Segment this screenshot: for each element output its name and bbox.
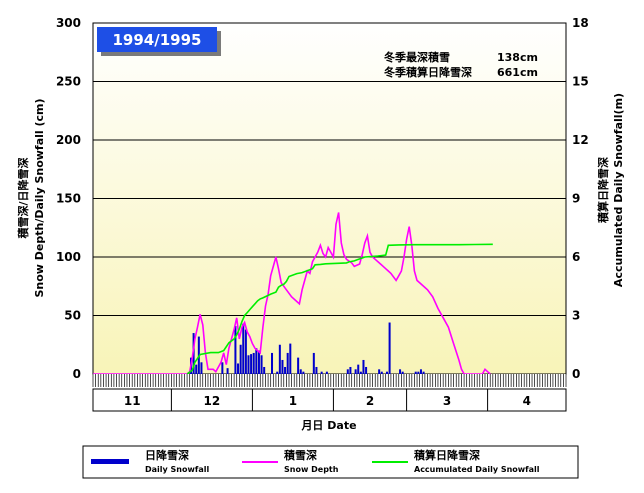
legend-snowfall-swatch	[91, 459, 129, 464]
y-tick-right-label: 15	[572, 75, 589, 89]
daily-snowfall-bar	[276, 371, 279, 374]
daily-snowfall-bar	[357, 364, 360, 374]
y-tick-left-label: 150	[56, 192, 81, 206]
daily-snowfall-bar	[359, 371, 362, 374]
y-axis-left-title-jp: 積雪深/日降雪深	[16, 157, 30, 239]
daily-snowfall-bar	[226, 368, 229, 374]
y-tick-right-label: 12	[572, 133, 589, 147]
y-axis-right-ticks: 0 3 6 9 12 15 18	[572, 16, 589, 381]
legend-depth-jp: 積雪深	[283, 448, 317, 462]
daily-snowfall-bar	[247, 355, 250, 374]
y-axis-right-title-en: Accumulated Daily Snowfall(m)	[612, 93, 625, 287]
season-badge	[97, 27, 217, 52]
month-label: 4	[523, 394, 531, 408]
daily-snowfall-bar	[239, 344, 242, 374]
legend-accum-en: Accumulated Daily Snowfall	[414, 465, 540, 474]
daily-snowfall-bar	[388, 322, 391, 374]
month-label: 1	[289, 394, 297, 408]
daily-snowfall-bar	[260, 355, 263, 374]
y-tick-right-label: 9	[572, 192, 580, 206]
month-label: 12	[204, 394, 221, 408]
month-label: 11	[124, 394, 141, 408]
daily-snowfall-bar	[354, 369, 357, 374]
legend-depth-en: Snow Depth	[284, 465, 339, 474]
daily-snowfall-bar	[365, 366, 368, 374]
legend-box	[82, 445, 579, 479]
legend-accum-jp: 積算日降雪深	[413, 448, 480, 462]
daily-snowfall-bar	[281, 359, 284, 374]
daily-snowfall-bar	[349, 366, 352, 374]
daily-snowfall-bar	[401, 371, 404, 374]
daily-snowfall-bar	[419, 369, 422, 374]
daily-snowfall-bar	[422, 371, 425, 374]
x-axis-month-labels: 11 12 1 2 3 4	[124, 389, 531, 411]
daily-snowfall-bar	[299, 369, 302, 374]
daily-snowfall-bar	[284, 366, 287, 374]
season-label: 1994/1995	[113, 31, 202, 49]
daily-snowfall-bar	[315, 366, 318, 374]
month-label: 3	[443, 394, 451, 408]
daily-snowfall-bar	[255, 348, 258, 374]
daily-snowfall-bar	[380, 371, 383, 374]
daily-snowfall-bar	[312, 352, 315, 374]
daily-snowfall-bar	[237, 363, 240, 374]
daily-snowfall-bar	[297, 357, 300, 374]
y-axis-left-ticks: 0 50 100 150 200 250 300	[56, 16, 81, 381]
stat-max-depth-label: 冬季最深積雪	[384, 50, 450, 64]
month-band	[92, 388, 567, 412]
daily-snowfall-bar	[263, 366, 266, 374]
stat-max-depth-value: 138cm	[497, 51, 538, 64]
y-axis-right-title-jp: 積算日降雪深	[596, 157, 610, 224]
legend-snowfall-jp: 日降雪深	[145, 448, 189, 462]
y-axis-left-title-en: Snow Depth/Daily Snowfall (cm)	[33, 98, 46, 297]
y-tick-right-label: 3	[572, 309, 580, 323]
daily-snowfall-bar	[242, 323, 245, 374]
daily-snowfall-bar	[195, 364, 198, 374]
daily-snowfall-bar	[417, 371, 420, 374]
daily-snowfall-bar	[302, 371, 305, 374]
x-axis-title: 月日 Date	[300, 419, 356, 432]
daily-snowfall-bar	[378, 369, 381, 374]
daily-snowfall-bar	[325, 371, 328, 374]
y-tick-right-label: 6	[572, 250, 580, 264]
month-label: 2	[366, 394, 374, 408]
daily-snowfall-bar	[250, 354, 253, 374]
daily-snowfall-bar	[286, 352, 289, 374]
daily-snowfall-bar	[385, 371, 388, 374]
snow-depth-line	[93, 212, 491, 375]
y-tick-right-label: 18	[572, 16, 589, 30]
daily-snowfall-bar	[399, 369, 402, 374]
y-tick-left-label: 250	[56, 75, 81, 89]
daily-snowfall-bar	[257, 350, 260, 374]
day-tick-band	[93, 374, 566, 389]
daily-snowfall-bar	[244, 329, 247, 374]
daily-snowfall-bar	[414, 371, 417, 374]
daily-snowfall-bar	[362, 359, 365, 374]
daily-snowfall-bar	[234, 326, 237, 374]
y-tick-right-label: 0	[572, 367, 580, 381]
accumulated-snowfall-line	[186, 243, 493, 375]
daily-snowfall-bar	[200, 362, 203, 374]
daily-snowfall-bar	[278, 344, 281, 374]
daily-snowfall-bar	[221, 362, 224, 374]
daily-snowfall-bar	[252, 352, 255, 374]
y-tick-left-label: 300	[56, 16, 81, 30]
daily-snowfall-bar	[346, 369, 349, 374]
daily-snowfall-bar	[320, 371, 323, 374]
y-tick-left-label: 50	[64, 309, 81, 323]
y-tick-left-label: 0	[73, 367, 81, 381]
legend-snowfall-en: Daily Snowfall	[145, 465, 209, 474]
daily-snowfall-bar	[271, 352, 274, 374]
y-tick-left-label: 100	[56, 250, 81, 264]
x-axis-date-ticks	[92, 374, 567, 389]
stat-accum-label: 冬季積算日降雪深	[384, 65, 472, 79]
grid-lines	[93, 81, 566, 316]
y-tick-left-label: 200	[56, 133, 81, 147]
stat-accum-value: 661cm	[497, 66, 538, 79]
daily-snowfall-bar	[289, 343, 292, 374]
